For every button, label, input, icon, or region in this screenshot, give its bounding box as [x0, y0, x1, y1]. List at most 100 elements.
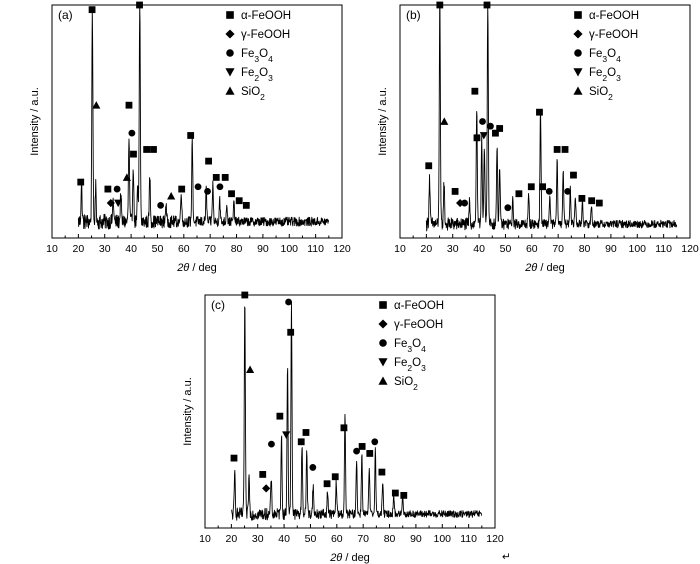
x-tick-label: 40: [278, 533, 290, 545]
legend: α-FeOOH γ-FeOOH Fe3O4 Fe2O3 SiO2: [573, 10, 639, 102]
peak-marker-square: [228, 190, 235, 198]
peak-marker-square: [536, 108, 543, 116]
peak-marker-square: [205, 157, 212, 165]
peak-marker-diamond: [106, 198, 115, 208]
peak-marker-circle: [268, 440, 275, 448]
x-tick-label: 110: [460, 533, 477, 545]
peak-marker-square: [340, 424, 348, 432]
peak-marker-triangle-up: [92, 101, 101, 109]
legend-label: Fe2O3: [394, 357, 426, 373]
peak-marker-circle: [157, 201, 165, 209]
peak-marker-square: [358, 443, 366, 450]
x-tick-label: 80: [384, 533, 396, 545]
legend: α-FeOOH γ-FeOOH Fe3O4 Fe2O3 SiO2: [225, 10, 291, 102]
legend-label: γ-FeOOH: [241, 29, 290, 41]
legend-symbol-triangle-up: [225, 86, 235, 95]
peak-marker-square: [276, 412, 284, 420]
legend-symbol-square: [379, 301, 387, 309]
x-tick-label: 70: [552, 243, 564, 255]
x-tick-label: 40: [125, 243, 137, 255]
x-tick-label: 50: [305, 533, 317, 545]
peak-marker-triangle-up: [167, 191, 176, 200]
xrd-trace: [231, 301, 483, 521]
legend-label: γ-FeOOH: [394, 319, 443, 331]
peak-marker-circle: [285, 298, 292, 306]
peak-marker-square: [588, 197, 596, 205]
peak-marker-diamond: [262, 484, 271, 493]
peak-marker-square: [77, 178, 85, 186]
peak-marker-square: [539, 183, 547, 191]
peak-marker-square: [473, 134, 481, 142]
peak-marker-square: [187, 132, 195, 139]
peak-marker-circle: [194, 183, 202, 191]
legend-label: Fe3O4: [394, 338, 426, 354]
peak-marker-square: [527, 183, 535, 191]
x-tick-label: 20: [73, 243, 85, 255]
x-tick-label: 60: [526, 243, 538, 255]
x-tick-label: 60: [178, 243, 190, 255]
peak-marker-triangle-down: [479, 132, 488, 140]
legend-symbol-triangle-down: [378, 358, 388, 367]
x-tick-label: 20: [421, 243, 433, 255]
legend-symbol-diamond: [225, 29, 235, 39]
peak-marker-square: [297, 438, 305, 446]
legend-label: α-FeOOH: [394, 300, 444, 312]
peak-marker-triangle-down: [114, 199, 123, 208]
peak-marker-square: [178, 185, 186, 193]
legend-label: Fe2O3: [589, 67, 621, 83]
peak-marker-circle: [487, 122, 494, 130]
peak-marker-square: [221, 174, 229, 181]
peak-marker-square: [425, 162, 433, 170]
legend-label: Fe3O4: [589, 48, 621, 64]
legend-symbol-triangle-down: [573, 68, 583, 77]
y-axis-label: Intensity / a.u.: [182, 377, 194, 445]
peak-marker-square: [136, 1, 143, 9]
x-tick-label: 90: [605, 243, 617, 255]
legend-symbol-circle: [379, 339, 387, 347]
peak-marker-circle: [309, 464, 317, 471]
x-tick-label: 90: [410, 533, 422, 545]
panel-b: 10 20 30 40 50 60 70 80 90 100 110 120 2θ / deg Inten…: [377, 1, 699, 274]
peak-marker-square: [436, 1, 444, 9]
legend-symbol-triangle-up: [573, 86, 583, 95]
peak-marker-square: [595, 199, 603, 207]
legend-label: SiO2: [589, 86, 613, 102]
peak-marker-square: [515, 190, 523, 198]
legend-label: SiO2: [241, 86, 265, 102]
peak-marker-circle: [371, 438, 379, 446]
x-tick-label: 70: [357, 533, 369, 545]
peak-marker-square: [302, 429, 310, 436]
x-tick-label: 100: [434, 533, 452, 545]
peak-marker-circle: [545, 188, 553, 195]
peak-marker-square: [230, 454, 238, 462]
x-tick-label: 120: [486, 533, 504, 545]
peak-marker-square: [578, 194, 586, 202]
peak-marker-square: [323, 480, 331, 488]
x-axis-label: 2θ / deg: [524, 262, 565, 274]
panel-label: (c): [211, 298, 225, 312]
peak-marker-square: [143, 146, 151, 153]
x-tick-label: 100: [629, 243, 647, 255]
y-axis-label: Intensity / a.u.: [377, 87, 389, 155]
x-tick-label: 80: [579, 243, 591, 255]
legend-symbol-circle: [574, 49, 582, 57]
xrd-trace: [77, 4, 330, 230]
x-tick-label: 30: [447, 243, 459, 255]
legend-label: SiO2: [394, 376, 418, 392]
x-tick-label: 10: [394, 243, 406, 255]
legend-symbol-square: [574, 11, 582, 19]
x-tick-label: 120: [681, 243, 699, 255]
x-axis-label: 2θ / deg: [176, 262, 217, 274]
x-tick-label: 10: [46, 243, 58, 255]
x-tick-label: 30: [252, 533, 264, 545]
peak-marker-square: [553, 146, 561, 153]
x-tick-label: 40: [473, 243, 485, 255]
peak-marker-circle: [113, 185, 121, 193]
x-tick-label: 60: [331, 533, 343, 545]
peak-marker-square: [212, 174, 220, 181]
x-tick-label: 50: [500, 243, 512, 255]
peak-marker-circle: [461, 199, 468, 207]
legend-symbol-diamond: [573, 29, 583, 39]
legend-symbol-square: [226, 11, 234, 19]
